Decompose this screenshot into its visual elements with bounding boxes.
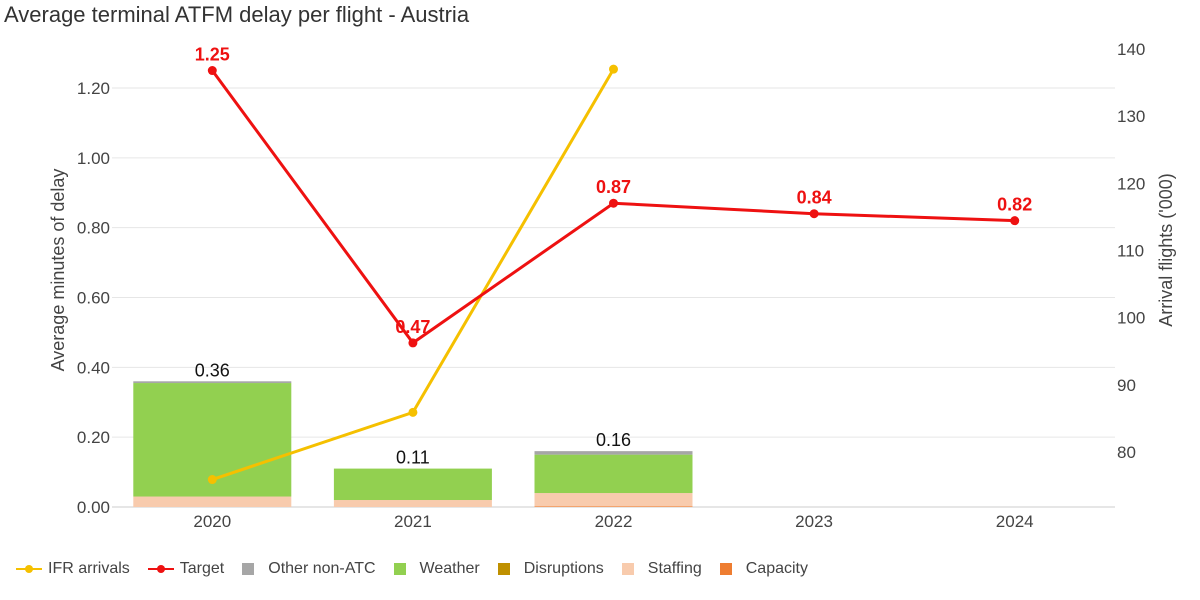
bar-segment-staffing — [133, 496, 292, 507]
legend-swatch-icon — [719, 563, 732, 575]
target-value-label: 0.82 — [997, 195, 1032, 215]
legend-label: Disruptions — [523, 560, 604, 577]
legend-label: Capacity — [745, 560, 808, 577]
y-tick-label: 0.40 — [77, 358, 110, 377]
legend-item-staffing[interactable]: Staffing — [621, 560, 702, 578]
series-point — [809, 209, 819, 219]
x-tick-label: 2021 — [394, 512, 432, 531]
bar-segment-staffing — [534, 493, 693, 507]
bar-segment-other-non-atc — [534, 451, 693, 455]
series-point — [609, 64, 618, 74]
bar-total-label: 0.16 — [596, 430, 631, 450]
target-value-label: 0.87 — [596, 177, 631, 197]
bar-segment-weather — [333, 468, 492, 501]
series-point — [1010, 216, 1020, 226]
legend-item-weather[interactable]: Weather — [393, 560, 480, 578]
y2-tick-label: 110 — [1117, 242, 1144, 261]
y2-tick-label: 90 — [1117, 376, 1136, 395]
x-tick-label: 2020 — [193, 512, 231, 531]
bar-total-label: 0.36 — [195, 360, 230, 380]
target-value-label: 1.25 — [195, 45, 230, 65]
bar-total-label: 0.11 — [396, 448, 430, 468]
y-tick-label: 0.60 — [77, 289, 110, 308]
y2-tick-label: 140 — [1117, 40, 1145, 59]
chart-legend: IFR arrivals Target Other non-ATC Weathe… — [16, 560, 826, 578]
y-tick-label: 0.80 — [77, 219, 110, 238]
legend-line-icon — [147, 563, 174, 575]
legend-label: Target — [179, 560, 225, 577]
series-point — [609, 198, 618, 208]
series-point — [207, 66, 217, 76]
y2-tick-label: 120 — [1117, 174, 1145, 193]
bar-segment-weather — [534, 454, 693, 494]
legend-item-other-non-atc[interactable]: Other non-ATC — [242, 560, 376, 578]
target-value-label: 0.47 — [395, 317, 430, 337]
y-tick-label: 0.00 — [77, 498, 110, 517]
legend-item-ifr-arrivals[interactable]: IFR arrivals — [16, 560, 130, 578]
legend-label: Other non-ATC — [268, 560, 376, 577]
y2-axis-label: Arrival flights ('000) — [1156, 173, 1176, 326]
y2-tick-label: 80 — [1117, 443, 1136, 462]
y-tick-label: 1.20 — [77, 79, 110, 98]
y-tick-label: 0.20 — [77, 428, 110, 447]
bar-segment-other-non-atc — [133, 381, 292, 384]
y2-tick-label: 100 — [1117, 309, 1145, 328]
legend-item-disruptions[interactable]: Disruptions — [497, 560, 604, 578]
legend-swatch-icon — [393, 563, 406, 575]
legend-label: Weather — [419, 560, 480, 577]
legend-line-icon — [16, 563, 42, 575]
legend-item-capacity[interactable]: Capacity — [719, 560, 808, 578]
legend-swatch-icon — [242, 563, 255, 575]
y2-tick-label: 130 — [1117, 107, 1145, 126]
series-point — [408, 407, 418, 417]
chart-title: Average terminal ATFM delay per flight -… — [4, 2, 470, 27]
x-tick-label: 2023 — [795, 512, 833, 531]
y-tick-label: 1.00 — [77, 149, 110, 168]
legend-item-target[interactable]: Target — [147, 560, 225, 578]
bar-segment-capacity — [534, 506, 693, 507]
legend-label: IFR arrivals — [48, 560, 130, 577]
x-tick-label: 2022 — [595, 512, 633, 531]
legend-label: Staffing — [647, 560, 702, 577]
series-point — [207, 475, 217, 485]
legend-swatch-icon — [497, 563, 510, 575]
x-tick-label: 2024 — [996, 512, 1034, 531]
series-point — [408, 338, 418, 348]
legend-swatch-icon — [621, 563, 634, 575]
target-value-label: 0.84 — [797, 188, 832, 208]
bar-segment-staffing — [333, 500, 492, 507]
y-axis-label: Average minutes of delay — [48, 169, 68, 372]
